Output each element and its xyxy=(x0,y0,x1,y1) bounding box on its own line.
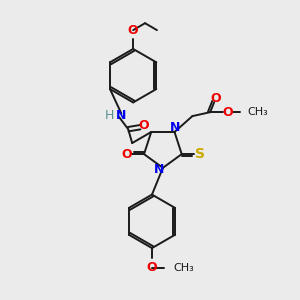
Text: O: O xyxy=(223,106,233,119)
Text: O: O xyxy=(128,24,139,37)
Text: S: S xyxy=(195,147,205,161)
Text: O: O xyxy=(121,148,131,160)
Text: N: N xyxy=(116,109,127,122)
Text: O: O xyxy=(139,119,149,132)
Text: O: O xyxy=(211,92,221,105)
Text: CH₃: CH₃ xyxy=(174,263,194,273)
Text: H: H xyxy=(105,109,114,122)
Text: CH₃: CH₃ xyxy=(248,107,268,117)
Text: O: O xyxy=(147,261,157,274)
Text: N: N xyxy=(170,121,181,134)
Text: N: N xyxy=(154,163,164,176)
